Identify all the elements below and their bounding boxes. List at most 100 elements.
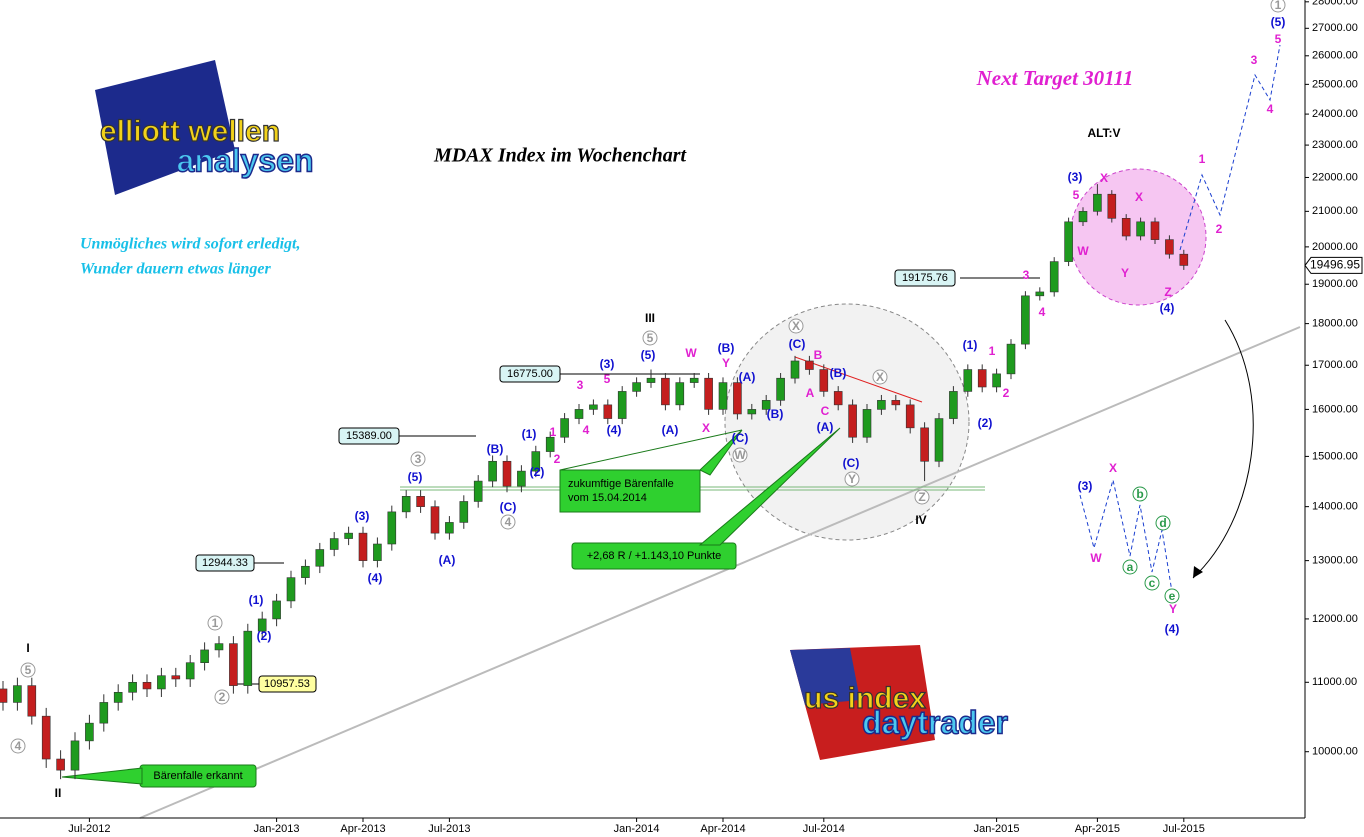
candle-body bbox=[949, 391, 958, 419]
wave-label: c bbox=[1149, 576, 1156, 590]
candle-body bbox=[877, 400, 886, 410]
arrow bbox=[1192, 319, 1254, 579]
wave-circle bbox=[10, 738, 26, 754]
candle-body bbox=[1064, 221, 1073, 262]
price-box bbox=[894, 269, 956, 287]
chart-title: MDAX Index im Wochenchart bbox=[433, 145, 688, 167]
y-tick-label: 15000.00 bbox=[1312, 450, 1358, 462]
candle-body bbox=[171, 675, 181, 680]
wave-label: Y bbox=[722, 356, 730, 370]
candle-body bbox=[689, 377, 699, 383]
wave-label: 5 bbox=[1073, 188, 1080, 202]
wave-label: (5) bbox=[641, 348, 656, 362]
wave-label: W bbox=[734, 448, 746, 462]
wave-label: b bbox=[1136, 487, 1143, 501]
wave-label: (3) bbox=[1068, 170, 1083, 184]
wave-label: (3) bbox=[1078, 479, 1093, 493]
y-tick-label: 22000.00 bbox=[1312, 171, 1358, 183]
candle-body bbox=[373, 543, 382, 561]
candle-body bbox=[257, 618, 267, 632]
wave-label: 4 bbox=[505, 515, 512, 529]
wave-label: (2) bbox=[530, 465, 545, 479]
candle-body bbox=[1078, 211, 1088, 223]
candle-body bbox=[200, 649, 209, 663]
candle-body bbox=[704, 377, 713, 410]
wave-label: (C) bbox=[732, 431, 749, 445]
candle-body bbox=[85, 722, 94, 742]
callout-text: +2,68 R / +1.143,10 Punkte bbox=[587, 550, 722, 562]
candle-body bbox=[733, 382, 742, 415]
target-note: Next Target 30111 bbox=[976, 66, 1134, 90]
candle-body bbox=[531, 451, 541, 472]
candle-body bbox=[589, 404, 598, 410]
candle-body bbox=[1093, 193, 1102, 212]
wave-label: Z bbox=[918, 490, 925, 504]
wave-circle bbox=[642, 330, 658, 346]
candle-body bbox=[1121, 218, 1131, 237]
y-tick-label: 10000.00 bbox=[1312, 746, 1358, 758]
candle-body bbox=[315, 549, 325, 567]
wave-circle bbox=[410, 451, 426, 467]
wave-label: (A) bbox=[439, 553, 456, 567]
wave-circle bbox=[1164, 588, 1180, 604]
y-tick-label: 16000.00 bbox=[1312, 403, 1358, 415]
candle-body bbox=[675, 382, 685, 406]
y-tick-label: 26000.00 bbox=[1312, 50, 1358, 62]
candle-body bbox=[833, 391, 843, 406]
price-label: 10957.53 bbox=[264, 678, 310, 690]
logo-left: elliott wellen analysen bbox=[95, 60, 314, 195]
wave-label: 5 bbox=[604, 372, 611, 386]
candle-body bbox=[617, 391, 627, 419]
callout-pointer bbox=[698, 427, 841, 546]
candle-body bbox=[301, 565, 310, 578]
wave-label: (1) bbox=[522, 427, 537, 441]
wave-circle bbox=[1132, 486, 1148, 502]
wave-circle bbox=[1122, 559, 1138, 575]
y-tick-label: 25000.00 bbox=[1312, 78, 1358, 90]
last-price-label: 19496.95 bbox=[1310, 258, 1360, 272]
candle-body bbox=[934, 418, 944, 462]
y-tick-label: 18000.00 bbox=[1312, 318, 1358, 330]
y-tick-label: 28000.00 bbox=[1312, 0, 1358, 8]
projection bbox=[1079, 479, 1173, 593]
projection bbox=[1179, 44, 1281, 251]
candle-body bbox=[747, 409, 757, 415]
wave-label: Y bbox=[1121, 266, 1129, 280]
motto: Wunder dauern etwas länger bbox=[80, 261, 271, 278]
price-label: 15389.00 bbox=[346, 430, 392, 442]
y-tick-label: 21000.00 bbox=[1312, 205, 1358, 217]
wave-circle bbox=[1144, 575, 1160, 591]
wave-label: (4) bbox=[368, 571, 383, 585]
price-box bbox=[499, 365, 561, 383]
candle-body bbox=[459, 501, 469, 523]
wave-label: (1) bbox=[249, 593, 264, 607]
callout-text: Bärenfalle erkannt bbox=[153, 770, 242, 782]
x-tick-label: Apr-2015 bbox=[1075, 823, 1120, 835]
candle-body bbox=[905, 404, 915, 429]
wave-label: (A) bbox=[662, 423, 679, 437]
logo-text: daytrader bbox=[862, 704, 1008, 740]
wave-label: (B) bbox=[487, 442, 504, 456]
candle-body bbox=[761, 400, 771, 410]
y-tick-label: 14000.00 bbox=[1312, 501, 1358, 513]
wave-label: 1 bbox=[989, 344, 996, 358]
wave-circle bbox=[1270, 0, 1286, 13]
last-price-box bbox=[1304, 256, 1363, 274]
candle-body bbox=[387, 511, 397, 545]
x-tick-label: Apr-2014 bbox=[700, 823, 745, 835]
wave-label: (A) bbox=[817, 420, 834, 434]
wave-label: (B) bbox=[767, 407, 784, 421]
candle-body bbox=[113, 691, 123, 703]
y-tick-label: 11000.00 bbox=[1312, 676, 1357, 688]
candle-body bbox=[142, 681, 152, 690]
resistance-line bbox=[794, 356, 923, 403]
candle-body bbox=[70, 740, 80, 771]
plot bbox=[0, 184, 1189, 780]
wave-label: X bbox=[792, 319, 800, 333]
wave-label: (B) bbox=[718, 341, 735, 355]
candle-body bbox=[1049, 261, 1059, 293]
y-tick-label: 12000.00 bbox=[1312, 613, 1358, 625]
candle-body bbox=[1150, 221, 1160, 240]
x-tick-label: Jul-2014 bbox=[803, 823, 845, 835]
